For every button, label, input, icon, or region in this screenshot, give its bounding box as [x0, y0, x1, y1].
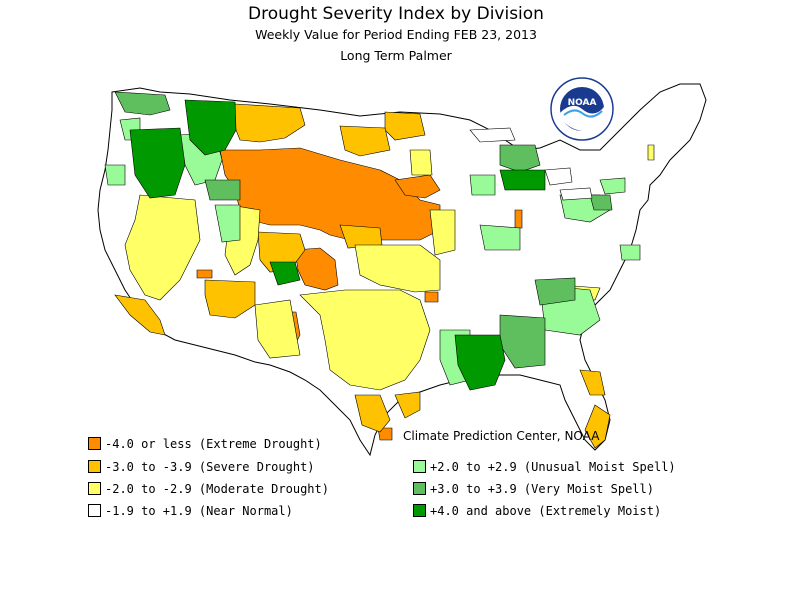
legend-label: +4.0 and above (Extremely Moist)	[430, 504, 662, 518]
legend-swatch	[88, 460, 101, 473]
legend-label: -4.0 or less (Extreme Drought)	[105, 437, 322, 451]
great-lakes	[469, 127, 593, 201]
legend-label: -3.0 to -3.9 (Severe Drought)	[105, 460, 315, 474]
index-name: Long Term Palmer	[340, 48, 452, 63]
legend-label: -1.9 to +1.9 (Near Normal)	[105, 504, 293, 518]
noaa-logo-icon: NOAA	[550, 77, 614, 141]
severe-drought-regions	[114, 103, 611, 449]
legend-swatch	[88, 504, 101, 517]
legend-label: +3.0 to +3.9 (Very Moist Spell)	[430, 482, 654, 496]
legend-swatch	[88, 437, 101, 450]
moderate-drought-regions	[124, 144, 655, 391]
legend-label: -2.0 to -2.9 (Moderate Drought)	[105, 482, 329, 496]
credit-text: Climate Prediction Center, NOAA	[403, 429, 600, 443]
legend-swatch	[88, 482, 101, 495]
legend-swatch	[413, 504, 426, 517]
map-title: Drought Severity Index by Division	[248, 4, 544, 24]
legend-label: +2.0 to +2.9 (Unusual Moist Spell)	[430, 460, 676, 474]
legend-swatch	[413, 482, 426, 495]
extremely-moist-regions	[129, 99, 546, 391]
noaa-logo-text: NOAA	[568, 98, 597, 108]
very-moist-regions	[114, 91, 613, 369]
legend-swatch	[413, 460, 426, 473]
map-subtitle: Weekly Value for Period Ending FEB 23, 2…	[255, 27, 537, 42]
